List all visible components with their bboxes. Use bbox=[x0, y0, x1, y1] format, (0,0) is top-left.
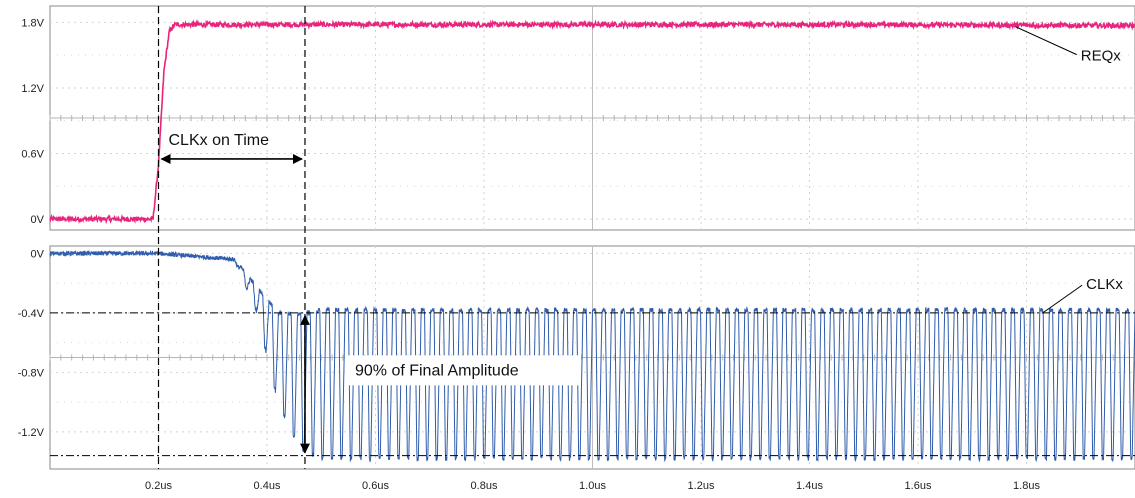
time-cursors bbox=[157, 6, 306, 469]
reqx-label: REQx bbox=[1081, 48, 1122, 65]
clkx-leader-line bbox=[1042, 284, 1083, 314]
bottom-panel: 0V -0.4V -0.8V -1.2V 90% of Final Amplitude… bbox=[18, 245, 1135, 470]
x-tick-label: 1.0us bbox=[579, 480, 606, 492]
y-tick-label: -0.8V bbox=[18, 367, 45, 379]
final-amplitude-label-bg bbox=[344, 355, 581, 386]
clkx-trace bbox=[49, 249, 1135, 463]
bottom-y-axis-labels: 0V -0.4V -0.8V -1.2V bbox=[18, 248, 45, 438]
x-tick-label: 1.8us bbox=[1013, 480, 1040, 492]
y-tick-label: 0V bbox=[31, 248, 45, 260]
reqx-trace bbox=[49, 19, 1135, 225]
x-tick-label: 1.4us bbox=[796, 480, 823, 492]
y-tick-label: 1.2V bbox=[21, 83, 44, 95]
top-y-axis-labels: 1.8V 1.2V 0.6V 0V bbox=[21, 17, 44, 226]
x-tick-label: 0.4us bbox=[254, 480, 281, 492]
top-annotations: CLKx on Time REQx bbox=[160, 26, 1122, 164]
clkx-label: CLKx bbox=[1086, 276, 1123, 293]
y-tick-label: 0.6V bbox=[21, 149, 44, 161]
x-tick-label: 1.6us bbox=[905, 480, 932, 492]
reqx-leader-line bbox=[1015, 26, 1077, 56]
clkx-on-time-label-bg bbox=[163, 128, 306, 150]
y-tick-label: -1.2V bbox=[18, 427, 45, 439]
top-panel: 1.8V 1.2V 0.6V 0V CLKx on Time REQx bbox=[21, 5, 1135, 231]
y-tick-label: 0V bbox=[31, 214, 45, 226]
x-tick-label: 0.8us bbox=[471, 480, 498, 492]
x-tick-label: 0.6us bbox=[362, 480, 389, 492]
final-amplitude-label: 90% of Final Amplitude bbox=[355, 362, 519, 379]
x-axis-labels: 0.2us 0.4us 0.6us 0.8us 1.0us 1.2us 1.4us 1.6us… bbox=[145, 480, 1040, 492]
y-tick-label: -0.4V bbox=[18, 308, 45, 320]
clkx-on-time-label: CLKx on Time bbox=[169, 132, 270, 149]
y-tick-label: 1.8V bbox=[21, 17, 44, 29]
x-tick-label: 0.2us bbox=[145, 480, 172, 492]
x-tick-label: 1.2us bbox=[688, 480, 715, 492]
